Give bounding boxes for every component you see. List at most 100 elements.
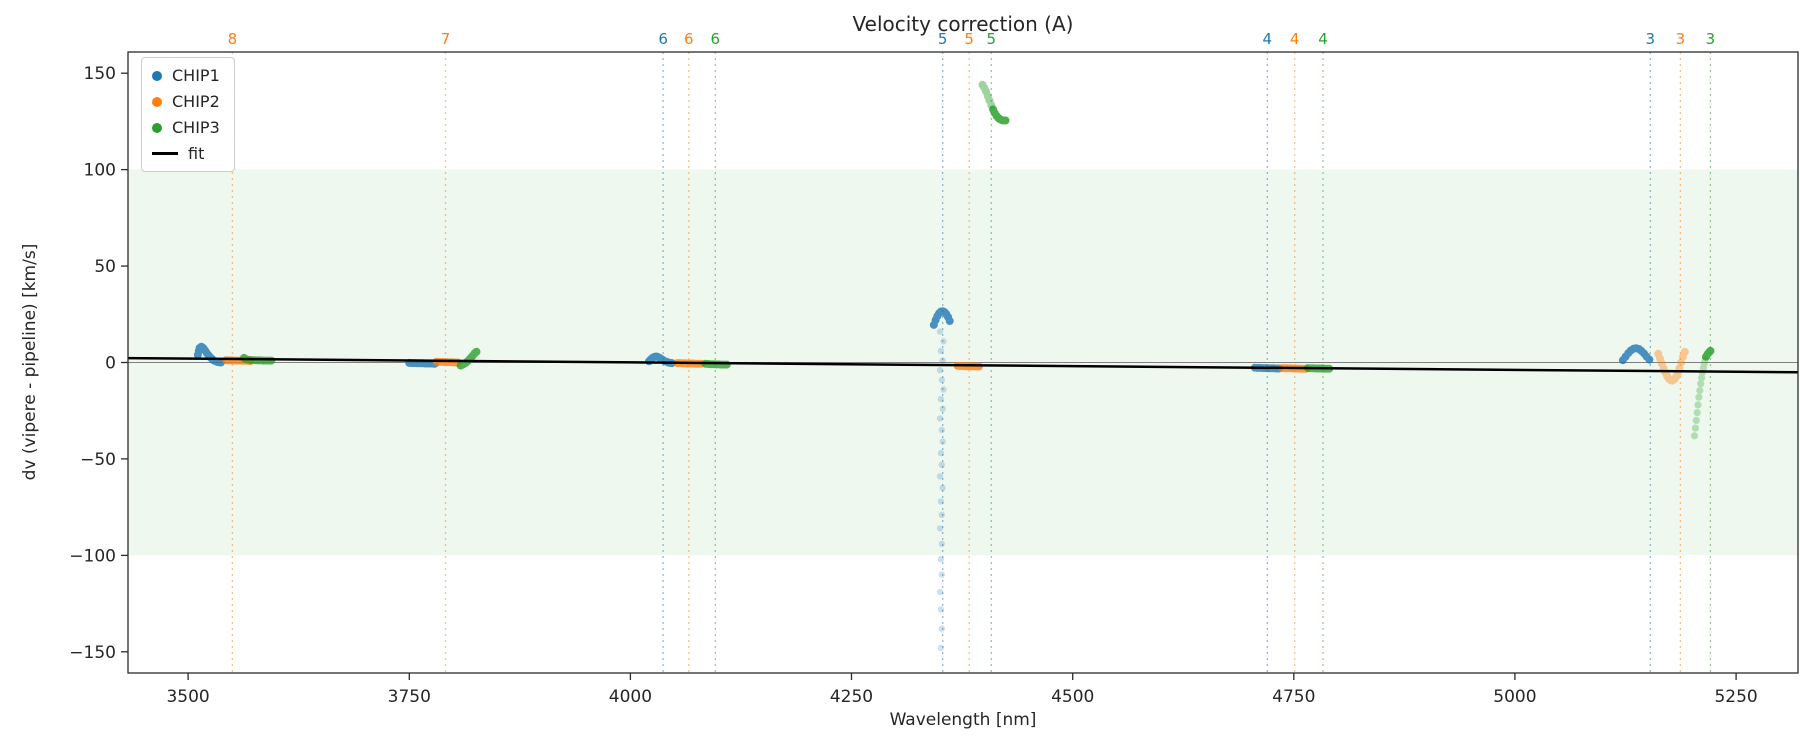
scatter-point <box>940 338 947 345</box>
order-marker-label: 5 <box>938 30 948 48</box>
legend-dot-marker <box>152 96 162 107</box>
scatter-point <box>937 449 945 457</box>
legend-item: fit <box>152 144 220 163</box>
scatter-point <box>1693 409 1701 417</box>
scatter-point <box>982 87 990 96</box>
scatter-point <box>936 588 944 596</box>
scatter-point <box>1699 364 1707 372</box>
legend-item: CHIP1 <box>152 66 220 85</box>
scatter-point <box>1671 373 1680 381</box>
legend-fit-line-swatch <box>152 152 178 155</box>
scatter-point <box>1696 386 1704 395</box>
scatter-point <box>938 625 945 632</box>
scatter-point <box>938 426 945 434</box>
legend-label: CHIP1 <box>172 66 220 85</box>
scatter-point <box>937 395 945 403</box>
order-marker-label: 6 <box>711 30 721 48</box>
scatter-point <box>1692 416 1700 424</box>
scatter-point <box>978 80 987 89</box>
x-tick-label: 4750 <box>1272 687 1315 707</box>
legend-item: CHIP3 <box>152 118 220 137</box>
scatter-point <box>945 317 954 325</box>
x-axis-label: Wavelength [nm] <box>889 710 1037 730</box>
scatter-point <box>1690 432 1699 440</box>
scatter-point <box>940 386 947 393</box>
scatter-point <box>1657 359 1666 368</box>
scatter-point <box>936 473 944 480</box>
order-marker-label: 3 <box>1706 30 1716 48</box>
y-tick-label: 50 <box>94 257 116 277</box>
y-tick-label: −50 <box>80 450 116 470</box>
y-tick-label: 150 <box>84 64 116 84</box>
scatter-point <box>1664 374 1673 383</box>
order-marker-label: 3 <box>1676 30 1686 48</box>
x-tick-label: 4500 <box>1051 687 1094 707</box>
y-tick-label: 100 <box>84 161 116 181</box>
scatter-series-chip1-order5 <box>929 307 954 329</box>
scatter-series-chip1-order3 <box>1618 344 1654 365</box>
scatter-point <box>1666 376 1675 385</box>
scatter-point <box>1654 349 1663 358</box>
scatter-point <box>472 347 481 356</box>
scatter-point <box>1670 375 1679 384</box>
legend-label: fit <box>188 144 205 163</box>
scatter-series-chip1-order5 <box>936 328 947 652</box>
scatter-point <box>937 347 945 355</box>
legend-dot-marker <box>152 70 162 81</box>
scatter-point <box>1694 401 1702 409</box>
scatter-point <box>939 484 946 492</box>
x-tick-label: 3750 <box>388 687 431 707</box>
scatter-point <box>1001 116 1010 125</box>
scatter-point <box>938 376 945 384</box>
scatter-point <box>1691 424 1699 432</box>
order-marker-label: 3 <box>1646 30 1656 48</box>
scatter-point <box>936 367 944 374</box>
legend: CHIP1 CHIP2 CHIP3 fit <box>141 57 235 172</box>
chart-title: Velocity correction (A) <box>852 12 1074 36</box>
scatter-series-chip3-order5 <box>978 80 996 110</box>
order-marker-label: 7 <box>441 30 451 48</box>
order-marker-label: 8 <box>228 30 238 48</box>
order-marker-label: 4 <box>1290 30 1300 48</box>
scatter-point <box>1695 393 1703 401</box>
scatter-point <box>937 498 945 505</box>
scatter-point <box>1679 352 1687 361</box>
order-marker-label: 4 <box>1263 30 1273 48</box>
scatter-point <box>939 405 946 412</box>
scatter-point <box>1663 372 1672 380</box>
legend-item: CHIP2 <box>152 92 220 111</box>
scatter-point <box>936 415 944 422</box>
scatter-point <box>1677 358 1686 367</box>
scatter-point <box>1698 374 1706 382</box>
scatter-point <box>1656 354 1664 363</box>
scatter-point <box>722 360 731 369</box>
scatter-point <box>1706 346 1715 355</box>
scatter-point <box>1680 347 1689 356</box>
fit-line <box>127 356 1799 374</box>
order-marker-label: 5 <box>964 30 974 48</box>
scatter-series-chip3-order3 <box>1702 346 1715 361</box>
y-tick-label: −100 <box>69 546 116 566</box>
scatter-point <box>1697 380 1705 388</box>
scatter-point <box>937 606 945 613</box>
scatter-point <box>1645 355 1654 364</box>
order-marker-label: 5 <box>987 30 997 48</box>
scatter-point <box>938 461 945 468</box>
scatter-point <box>936 525 944 532</box>
x-tick-label: 5000 <box>1493 687 1536 707</box>
legend-label: CHIP3 <box>172 118 220 137</box>
y-tick-label: 0 <box>105 354 116 374</box>
scatter-series-chip3-order5 <box>989 105 1010 125</box>
scatter-point <box>939 438 946 445</box>
legend-label: CHIP2 <box>172 92 220 111</box>
scatter-point <box>939 357 946 364</box>
scatter-point <box>980 83 989 92</box>
scatter-point <box>1700 360 1708 368</box>
x-tick-label: 4000 <box>609 687 652 707</box>
x-tick-label: 5250 <box>1714 687 1757 707</box>
scatter-point <box>1668 376 1677 385</box>
scatter-point <box>938 571 945 578</box>
